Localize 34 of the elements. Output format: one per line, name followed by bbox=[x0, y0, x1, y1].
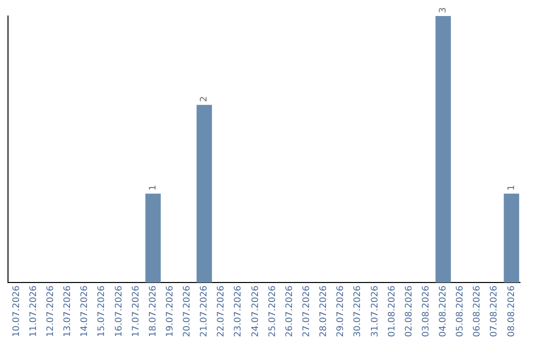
x-tick-label: 17.07.2026 bbox=[131, 285, 142, 337]
x-tick-label: 20.07.2026 bbox=[182, 285, 193, 337]
x-tick-label: 08.08.2026 bbox=[506, 285, 517, 337]
x-tick-label: 02.08.2026 bbox=[404, 285, 414, 337]
x-tick-label: 13.07.2026 bbox=[63, 285, 74, 337]
data-label: 3 bbox=[438, 7, 449, 13]
x-tick-label: 15.07.2026 bbox=[97, 285, 108, 337]
x-tick-label: 23.07.2026 bbox=[234, 285, 244, 337]
x-tick-label: 28.07.2026 bbox=[319, 285, 330, 337]
x-tick-label: 07.08.2026 bbox=[490, 285, 500, 337]
x-tick-label: 30.07.2026 bbox=[353, 285, 364, 337]
data-label: 1 bbox=[506, 184, 517, 191]
x-tick-label: 10.07.2026 bbox=[12, 285, 22, 337]
x-tick-label: 03.08.2026 bbox=[421, 285, 432, 337]
x-tick-label: 01.08.2026 bbox=[387, 285, 398, 337]
x-tick-label: 22.07.2026 bbox=[216, 285, 227, 337]
x-tick-label: 12.07.2026 bbox=[46, 285, 56, 337]
x-tick-label: 16.07.2026 bbox=[114, 285, 124, 337]
x-tick-label: 25.07.2026 bbox=[268, 285, 278, 337]
x-tick-label: 31.07.2026 bbox=[370, 285, 380, 337]
x-tick-label: 06.08.2026 bbox=[472, 285, 483, 337]
x-tick-label: 11.07.2026 bbox=[28, 285, 39, 337]
x-tick-label: 19.07.2026 bbox=[165, 285, 176, 337]
x-tick-label: 26.07.2026 bbox=[284, 285, 295, 337]
x-tick-label: 18.07.2026 bbox=[148, 285, 158, 337]
data-label: 2 bbox=[200, 96, 210, 102]
x-tick-label: 29.07.2026 bbox=[336, 285, 346, 337]
x-tick-label: 21.07.2026 bbox=[200, 285, 210, 337]
x-tick-label: 14.07.2026 bbox=[80, 285, 90, 337]
x-tick-label: 05.08.2026 bbox=[456, 285, 466, 337]
x-tick-label: 04.08.2026 bbox=[438, 285, 449, 337]
x-tick-label: 27.07.2026 bbox=[302, 285, 312, 337]
x-tick-label: 24.07.2026 bbox=[250, 285, 261, 337]
data-label: 1 bbox=[148, 184, 158, 191]
